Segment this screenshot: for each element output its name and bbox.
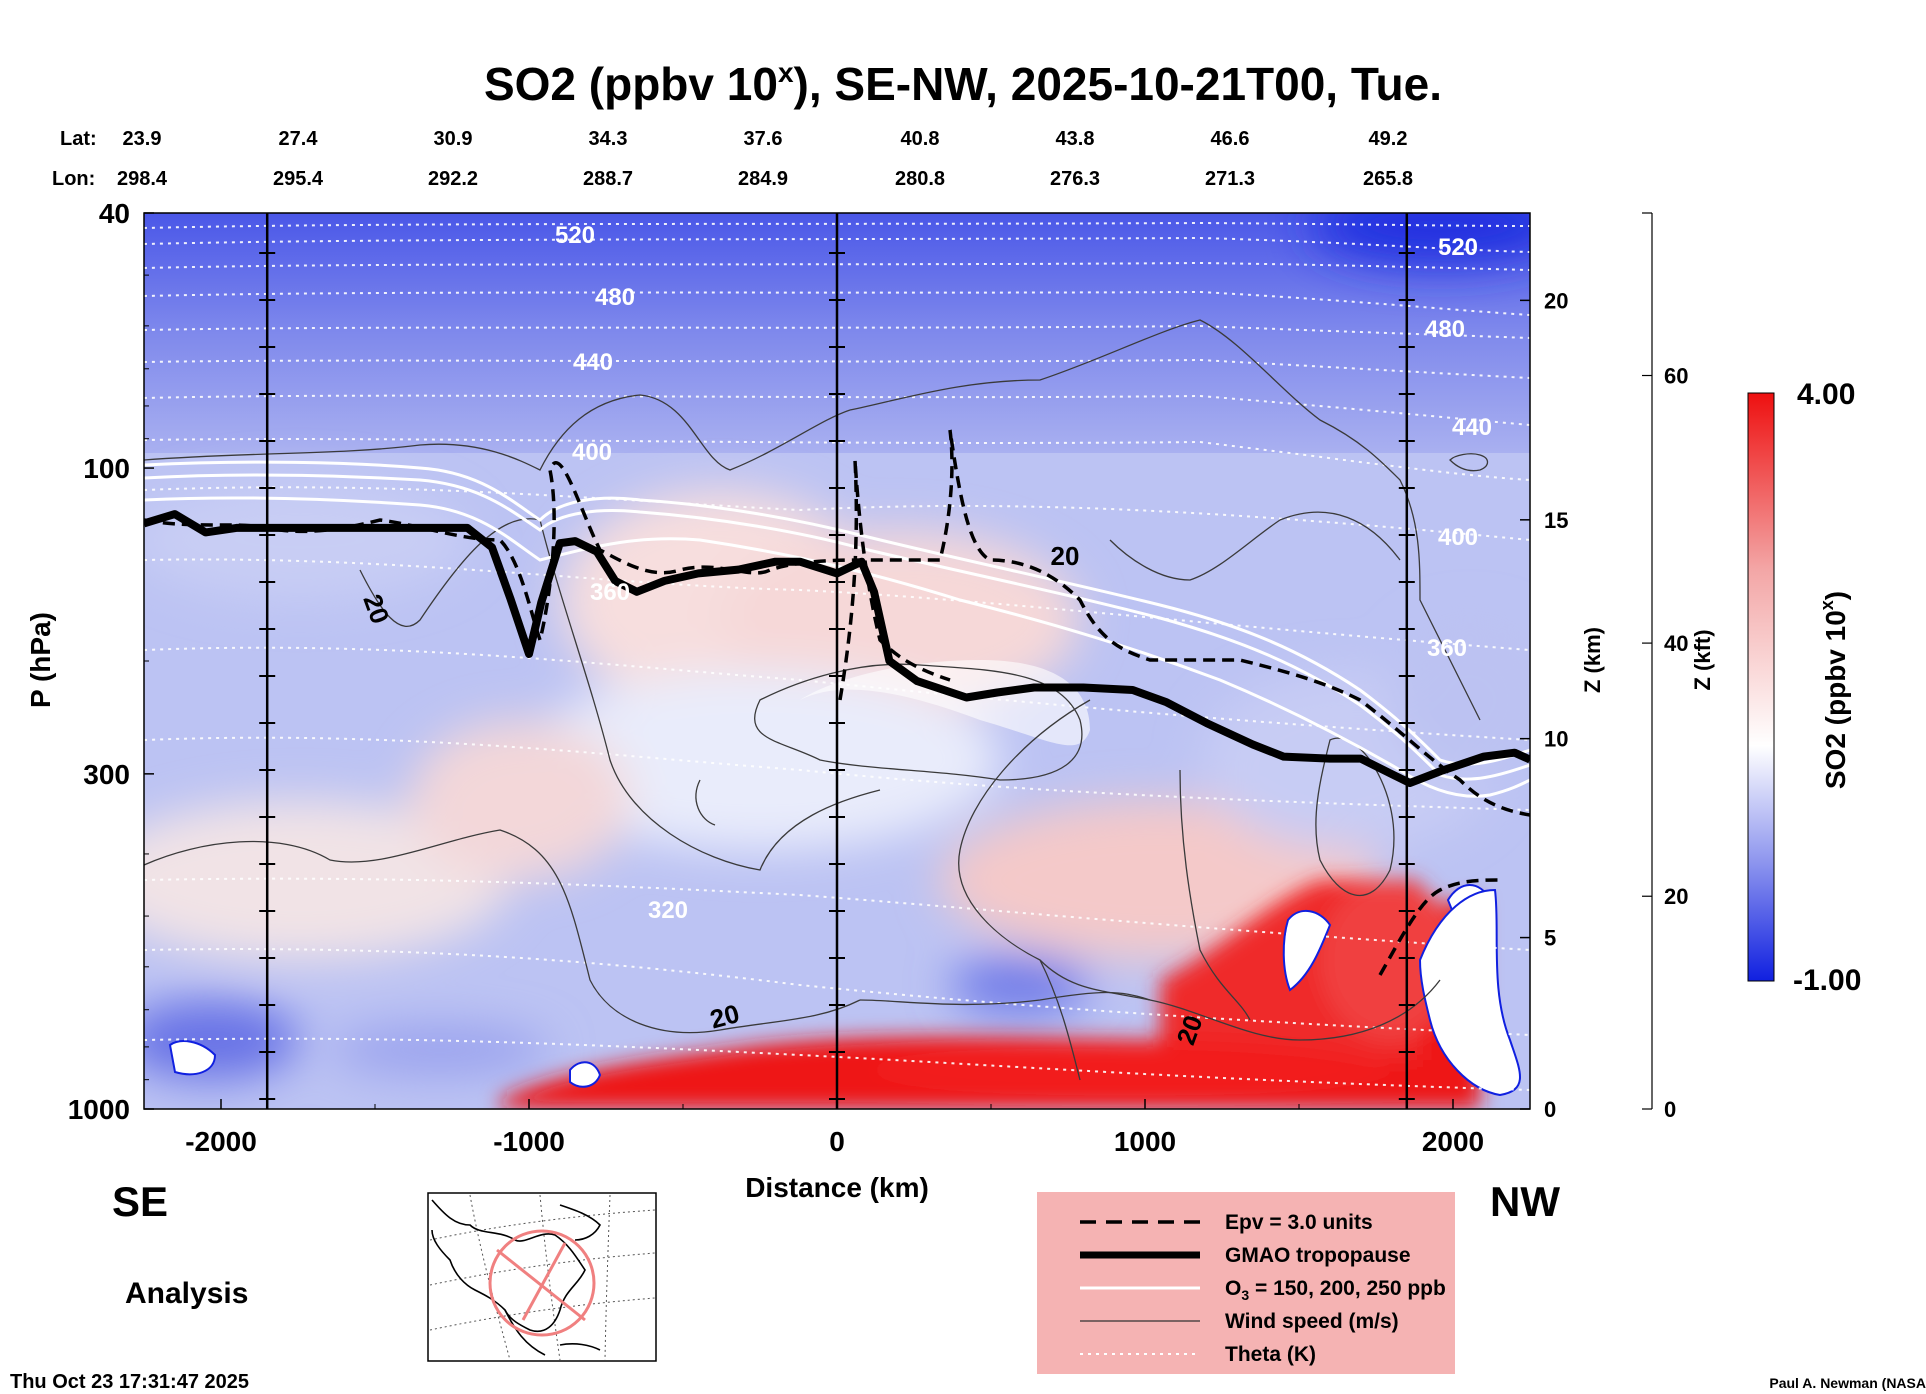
lon-value: 295.4: [273, 168, 324, 190]
z-kft-axis: 0 20 40 60: [1642, 212, 1688, 1122]
theta-label: 520: [555, 222, 595, 249]
theta-label: 400: [572, 439, 612, 466]
colorbar-max-label: 4.00: [1797, 378, 1855, 411]
z-km-tick-label: 20: [1544, 288, 1568, 313]
z-kft-tick-label: 20: [1664, 884, 1688, 909]
wind-speed-contours: [144, 319, 1489, 1081]
theta-label: 480: [1425, 316, 1465, 343]
legend-tropopause-label: GMAO tropopause: [1225, 1244, 1411, 1267]
x-tick-label: 0: [829, 1126, 845, 1157]
colorbar-label: SO2 (ppbv 10x): [1817, 591, 1851, 789]
y-tick-label: 40: [99, 198, 130, 229]
reference-lines: [259, 213, 1415, 1109]
z-km-tick-label: 5: [1544, 926, 1556, 951]
lat-lon-header: Lat: Lon: 23.9 27.4 30.9 34.3 37.6 40.8 43.8 46…: [52, 128, 1413, 190]
legend-o3-rest: = 150, 200, 250 ppb: [1249, 1277, 1446, 1300]
x-axis: -2000 -1000 0 1000 2000: [185, 1099, 1484, 1157]
lon-value: 292.2: [428, 168, 478, 190]
z-km-axis-label: Z (km): [1580, 627, 1605, 693]
credit: Paul A. Newman (NASA: [1769, 1375, 1926, 1391]
theta-label: 520: [1438, 234, 1478, 261]
lat-value: 27.4: [279, 128, 319, 150]
z-km-tick-label: 15: [1544, 508, 1568, 533]
lon-value: 284.9: [738, 168, 788, 190]
lon-value: 280.8: [895, 168, 945, 190]
direction-nw: NW: [1490, 1178, 1560, 1225]
theta-label: 440: [1452, 414, 1492, 441]
z-kft-axis-label: Z (kft): [1690, 629, 1715, 690]
theta-label: 320: [648, 897, 688, 924]
y-tick-label: 300: [83, 759, 130, 790]
wind-label: 20: [1051, 541, 1080, 571]
inset-circle: [488, 1229, 596, 1337]
x-axis-label: Distance (km): [745, 1172, 929, 1203]
lon-value: 298.4: [117, 168, 168, 190]
legend-theta-label: Theta (K): [1225, 1343, 1316, 1366]
heatmap-field: [144, 213, 1530, 1109]
analysis-label: Analysis: [125, 1277, 248, 1310]
tropopause-path: [144, 510, 1530, 787]
lat-value: 40.8: [901, 128, 940, 150]
lon-value: 271.3: [1205, 168, 1255, 190]
lat-value: 23.9: [123, 128, 162, 150]
title-rest: ), SE-NW, 2025-10-21T00, Tue.: [794, 58, 1443, 110]
lat-label: Lat:: [60, 128, 97, 150]
colorbar-gradient: [1747, 392, 1775, 982]
z-km-tick-label: 10: [1544, 727, 1568, 752]
gmao-tropopause-line: [144, 510, 1530, 787]
title-main: SO2 (ppbv 10: [484, 58, 778, 110]
direction-se: SE: [112, 1178, 168, 1225]
lat-value: 43.8: [1056, 128, 1095, 150]
colorbar-label-end: ): [1820, 591, 1851, 600]
lat-value: 34.3: [589, 128, 628, 150]
y-tick-label: 1000: [68, 1094, 130, 1125]
theta-label: 360: [590, 579, 630, 606]
y-tick-label: 100: [83, 453, 130, 484]
legend-o3-label: O3 = 150, 200, 250 ppb: [1225, 1277, 1446, 1303]
lat-value: 30.9: [434, 128, 473, 150]
legend-o3-main: O: [1225, 1277, 1241, 1300]
theta-contours: [144, 221, 1530, 1091]
theta-label: 480: [595, 284, 635, 311]
x-tick-label: -2000: [185, 1126, 257, 1157]
lat-value: 37.6: [744, 128, 783, 150]
legend-epv-label: Epv = 3.0 units: [1225, 1211, 1373, 1234]
lon-value: 276.3: [1050, 168, 1100, 190]
timestamp: Thu Oct 23 17:31:47 2025: [10, 1371, 249, 1393]
z-kft-tick-label: 60: [1664, 364, 1688, 389]
legend-wind-label: Wind speed (m/s): [1225, 1310, 1399, 1333]
x-tick-label: 2000: [1422, 1126, 1484, 1157]
z-kft-tick-label: 40: [1664, 631, 1688, 656]
colorbar: 4.00 -1.00 SO2 (ppbv 10x): [1747, 378, 1861, 997]
lon-value: 265.8: [1363, 168, 1413, 190]
colorbar-label-superscript: x: [1817, 600, 1837, 610]
theta-label: 360: [1427, 635, 1467, 662]
z-km-tick-label: 0: [1544, 1097, 1556, 1122]
theta-label: 400: [1438, 524, 1478, 551]
colorbar-min-label: -1.00: [1793, 964, 1861, 997]
z-kft-tick-label: 0: [1664, 1097, 1676, 1122]
inset-map: [427, 1192, 657, 1362]
colorbar-label-main: SO2 (ppbv 10: [1820, 610, 1851, 789]
z-km-axis: 0 5 10 15 20: [1520, 288, 1568, 1122]
legend-o3-subscript: 3: [1241, 1287, 1249, 1303]
y-axis-label: P (hPa): [25, 612, 56, 708]
lon-value: 288.7: [583, 168, 633, 190]
x-tick-label: -1000: [493, 1126, 565, 1157]
title-superscript: x: [778, 57, 794, 88]
x-tick-label: 1000: [1114, 1126, 1176, 1157]
y-axis: 40 100 300 1000: [68, 198, 154, 1125]
lon-label: Lon:: [52, 168, 95, 190]
lat-value: 49.2: [1369, 128, 1408, 150]
lat-value: 46.6: [1211, 128, 1250, 150]
legend: Epv = 3.0 units GMAO tropopause O3 = 150…: [1037, 1192, 1455, 1374]
chart-title: SO2 (ppbv 10x), SE-NW, 2025-10-21T00, Tu…: [484, 57, 1442, 110]
theta-label: 440: [573, 349, 613, 376]
